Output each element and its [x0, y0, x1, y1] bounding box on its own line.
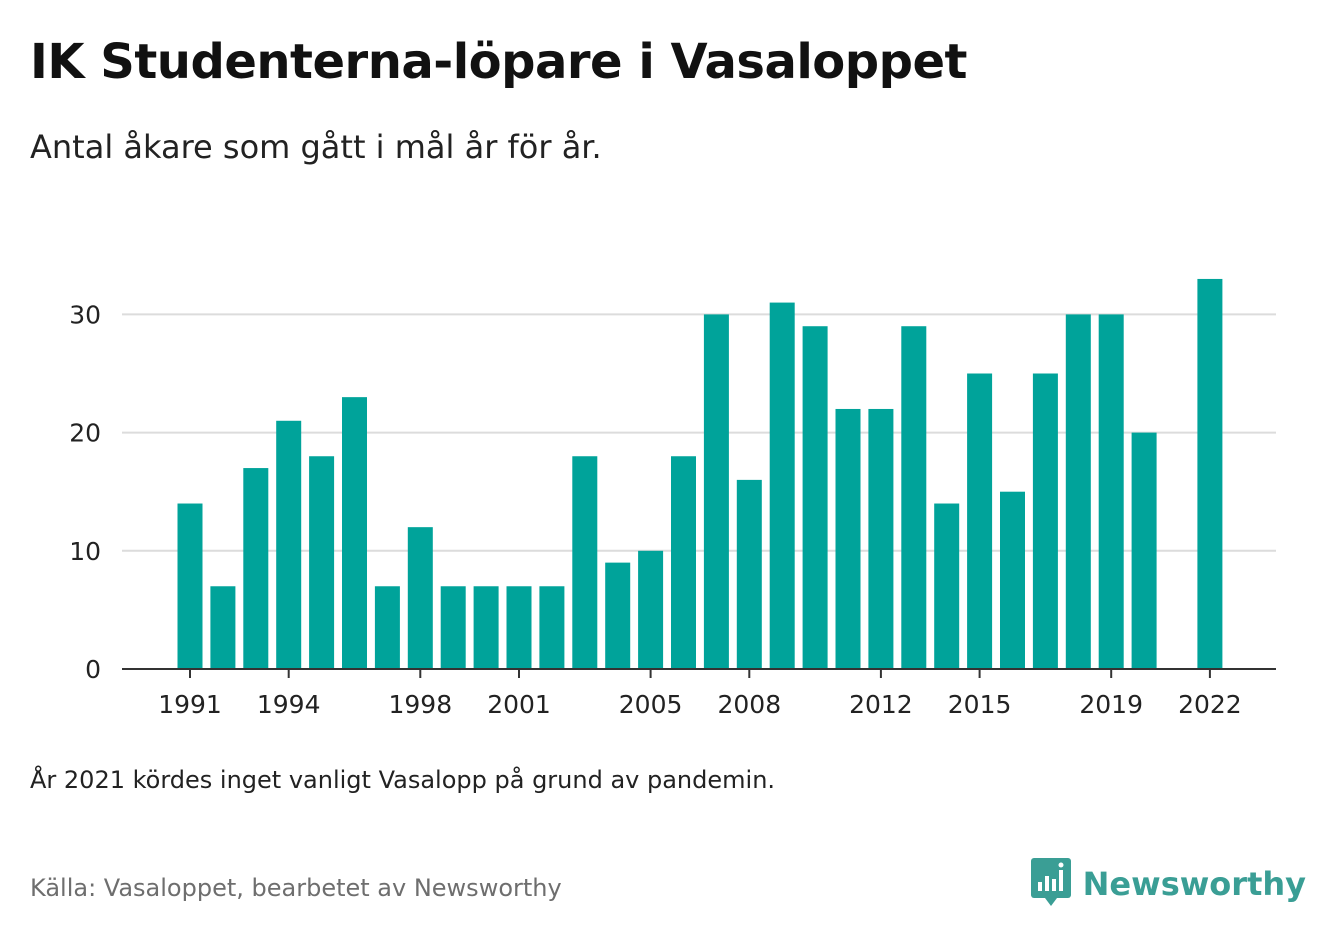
brand: Newsworthy — [1030, 858, 1306, 910]
bar-chart: 0 10 20 30 1991 1994 1998 2001 2005 2008 2012 2015… — [69, 278, 1276, 719]
chart-subtitle: Antal åkare som gått i mål år för år. — [30, 128, 602, 166]
bar-2020 — [1131, 432, 1157, 669]
x-tick-label: 2008 — [717, 690, 781, 719]
bar-2017 — [1032, 373, 1058, 669]
x-tick-label: 2001 — [487, 690, 551, 719]
y-tick-label: 30 — [69, 300, 101, 329]
bar-2003 — [572, 456, 598, 669]
newsworthy-logo-icon — [1030, 858, 1071, 910]
bar-2011 — [835, 408, 861, 669]
bar-1996 — [342, 397, 367, 669]
bar-2005 — [638, 550, 664, 669]
bar-2001 — [506, 586, 532, 669]
bar-1997 — [374, 586, 400, 669]
bar-1993 — [243, 468, 269, 669]
bar-2007 — [703, 314, 729, 669]
brand-name: Newsworthy — [1082, 865, 1306, 903]
x-tick-label: 2019 — [1079, 690, 1143, 719]
bar-1999 — [440, 586, 466, 669]
y-axis-ticks: 0 10 20 30 — [69, 300, 101, 684]
bar-2006 — [671, 456, 696, 669]
y-tick-label: 10 — [69, 537, 101, 566]
bar-1998 — [407, 527, 433, 669]
x-tick-label: 2012 — [849, 690, 913, 719]
bar-2010 — [802, 326, 828, 669]
bar-2018 — [1065, 314, 1091, 669]
bar-1992 — [210, 586, 236, 669]
bar-1995 — [309, 456, 335, 669]
bar-2016 — [1000, 491, 1025, 669]
x-tick-label: 2015 — [948, 690, 1012, 719]
y-tick-label: 0 — [85, 655, 101, 684]
bar-2015 — [967, 373, 993, 669]
bar-2009 — [769, 302, 795, 669]
bar-2014 — [934, 503, 960, 669]
bar-2012 — [868, 408, 894, 669]
bar-2019 — [1098, 314, 1124, 669]
bar-2000 — [473, 586, 499, 669]
x-tick-label: 1998 — [388, 690, 452, 719]
chart-title: IK Studenterna-löpare i Vasaloppet — [30, 34, 968, 90]
y-tick-label: 20 — [69, 419, 101, 448]
source-text: Källa: Vasaloppet, bearbetet av Newswort… — [30, 874, 562, 902]
footnote: År 2021 kördes inget vanligt Vasalopp på… — [30, 766, 776, 794]
bar-2008 — [736, 479, 762, 669]
bar-2004 — [605, 562, 631, 669]
bar-1991 — [177, 503, 203, 669]
bars — [177, 278, 1223, 669]
x-tick-label: 2005 — [619, 690, 683, 719]
x-tick-label: 2022 — [1178, 690, 1242, 719]
x-axis-ticks: 1991 1994 1998 2001 2005 2008 2012 2015 2019 2022 — [158, 669, 1242, 719]
x-tick-label: 1994 — [257, 690, 321, 719]
bar-1994 — [276, 420, 302, 669]
bar-2013 — [901, 326, 927, 669]
bar-2022 — [1197, 278, 1223, 669]
x-tick-label: 1991 — [158, 690, 222, 719]
bar-2002 — [539, 586, 565, 669]
